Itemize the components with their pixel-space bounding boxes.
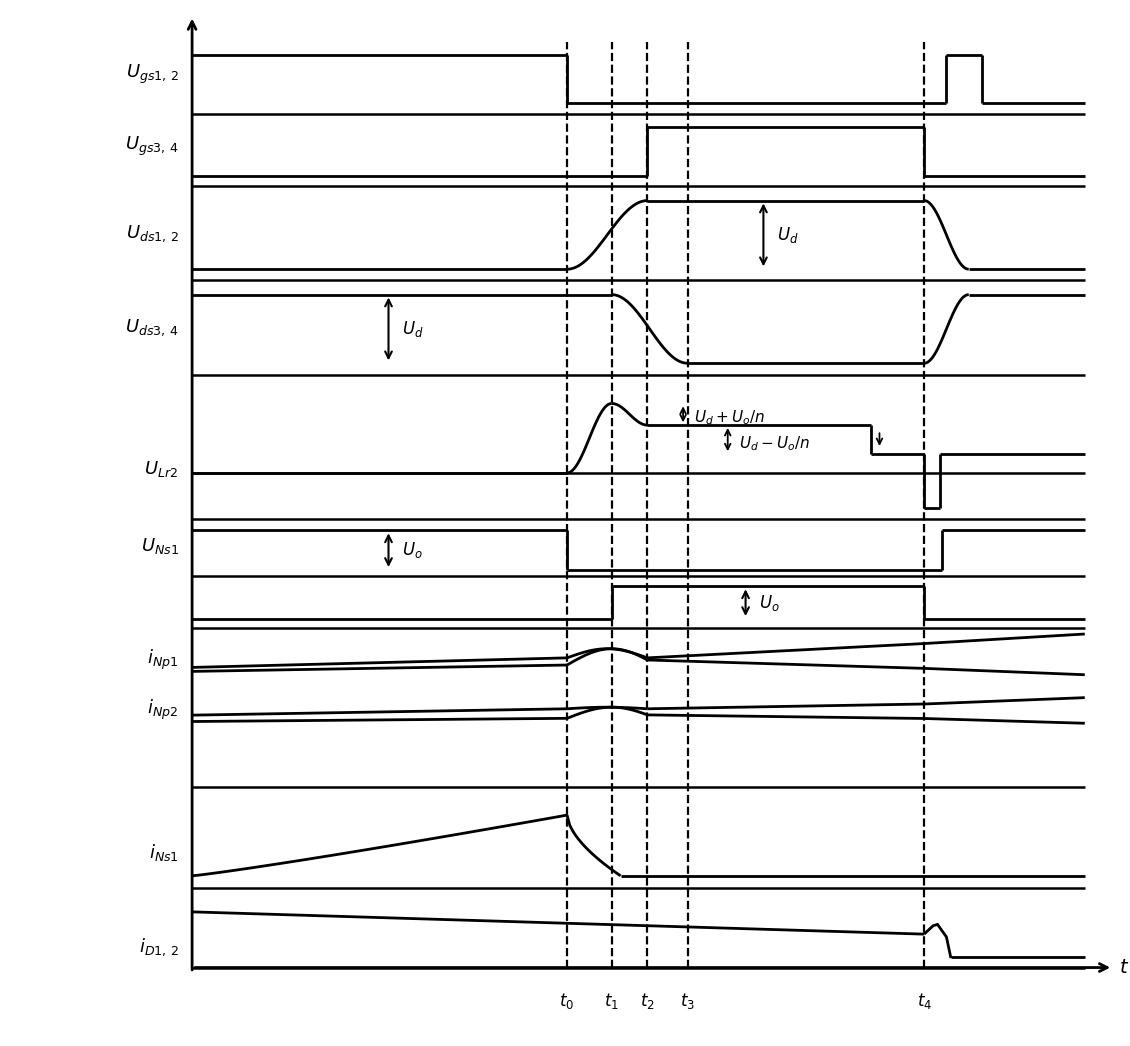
Text: $U_{ds1,\,2}$: $U_{ds1,\,2}$ (125, 223, 179, 244)
Text: $U_o$: $U_o$ (402, 540, 423, 561)
Text: $i_{Np2}$: $i_{Np2}$ (147, 699, 179, 723)
Text: $i_{Ns1}$: $i_{Ns1}$ (149, 842, 179, 863)
Text: $U_{gs1,\,2}$: $U_{gs1,\,2}$ (125, 63, 179, 86)
Text: $U_d$: $U_d$ (777, 225, 799, 245)
Text: $U_d+U_o/n$: $U_d+U_o/n$ (694, 409, 765, 428)
Text: $U_o$: $U_o$ (759, 593, 780, 613)
Text: $t_4$: $t_4$ (916, 991, 932, 1010)
Text: $t_3$: $t_3$ (680, 991, 695, 1010)
Text: $U_d$: $U_d$ (402, 319, 424, 339)
Text: $U_{gs3,\,4}$: $U_{gs3,\,4}$ (125, 135, 179, 158)
Text: $t_2$: $t_2$ (640, 991, 654, 1010)
Text: $U_{Ns1}$: $U_{Ns1}$ (140, 537, 179, 556)
Text: $t_1$: $t_1$ (605, 991, 619, 1010)
Text: $U_{ds3,\,4}$: $U_{ds3,\,4}$ (125, 317, 179, 338)
Text: $i_{D1,\,2}$: $i_{D1,\,2}$ (139, 937, 179, 958)
Text: $U_{Lr2}$: $U_{Lr2}$ (145, 458, 179, 478)
Text: $t_0$: $t_0$ (559, 991, 574, 1010)
Text: $t$: $t$ (1119, 958, 1129, 977)
Text: $U_d-U_o/n$: $U_d-U_o/n$ (739, 434, 810, 453)
Text: $i_{Np1}$: $i_{Np1}$ (147, 647, 179, 672)
